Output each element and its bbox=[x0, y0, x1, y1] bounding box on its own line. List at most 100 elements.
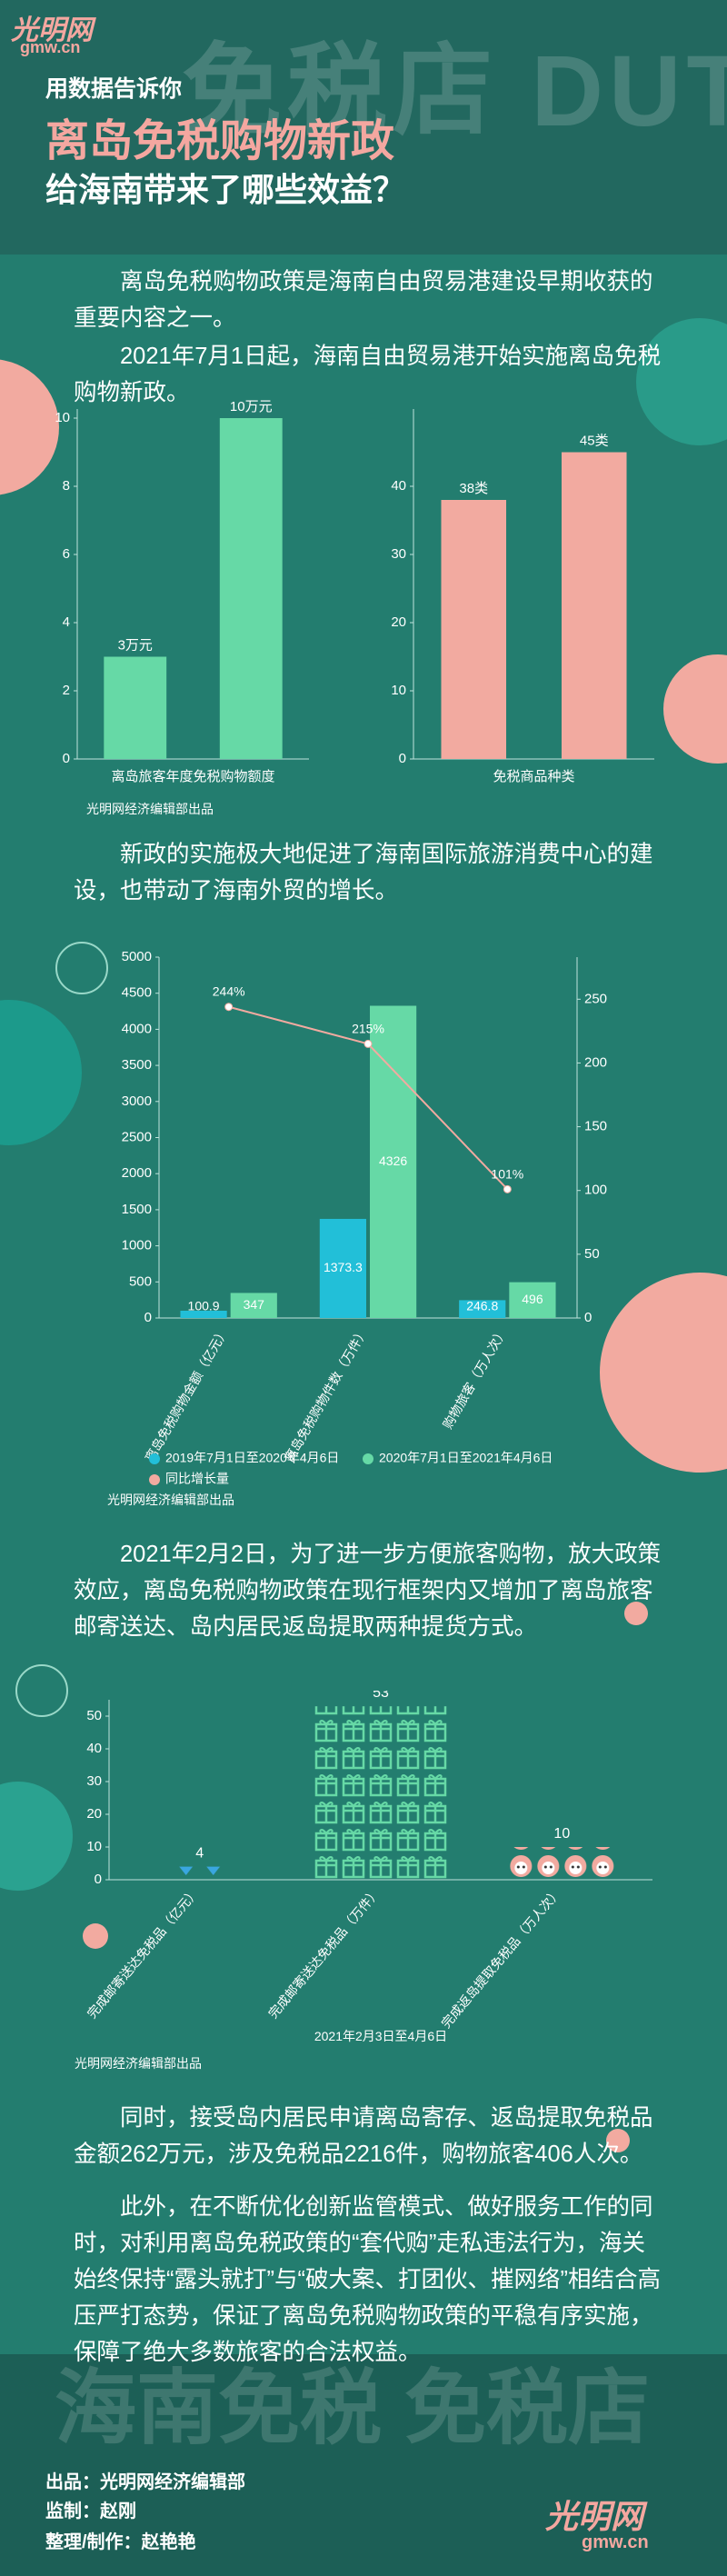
credit: 整理/制作：赵艳艳 bbox=[45, 2532, 196, 2552]
footer-bg-text: 海南免税 免税店 bbox=[55, 2363, 651, 2454]
bar bbox=[561, 452, 627, 759]
value-label: 4 bbox=[195, 1846, 204, 1862]
y-tick-label: 250 bbox=[584, 991, 607, 1006]
y-tick-label: 5000 bbox=[122, 949, 152, 964]
line-point bbox=[224, 1003, 234, 1012]
source: 光明网经济编辑部出品 bbox=[86, 802, 214, 816]
value-label: 244% bbox=[213, 984, 245, 999]
x-tick-label: 离岛免税购物件数（万件） bbox=[282, 1325, 371, 1464]
footer-logo: 光明网 bbox=[545, 2498, 644, 2535]
legend-label: 2020年7月1日至2021年4月6日 bbox=[379, 1451, 553, 1465]
y-tick-label: 0 bbox=[399, 751, 406, 766]
y-tick-label: 0 bbox=[144, 1310, 152, 1325]
y-tick-label: 0 bbox=[95, 1872, 102, 1887]
x-tick-label: 购物旅客（万人次） bbox=[440, 1325, 510, 1432]
bar bbox=[219, 418, 283, 759]
chart-growth: 0500100015002000250030003500400045005000… bbox=[122, 949, 607, 1486]
bar bbox=[509, 1282, 556, 1318]
y-tick-label: 150 bbox=[584, 1119, 607, 1134]
y-tick-label: 20 bbox=[391, 614, 406, 630]
y-tick-label: 2000 bbox=[122, 1165, 152, 1181]
bar bbox=[319, 1218, 366, 1318]
y-tick-label: 10 bbox=[391, 683, 406, 698]
y-tick-label: 200 bbox=[584, 1054, 607, 1070]
y-tick-label: 50 bbox=[86, 1708, 102, 1723]
pictograph-bar bbox=[172, 1866, 227, 1880]
paragraph: 此外，在不断优化创新监管模式、做好服务工作的同时，对利用离岛免税政策的“套代购”… bbox=[74, 2194, 661, 2365]
logo-domain: gmw.cn bbox=[20, 38, 81, 56]
legend-marker bbox=[149, 1453, 160, 1464]
value-label: 246.8 bbox=[466, 1299, 498, 1313]
paragraph: 离岛免税购物政策是海南自由贸易港建设早期收获的重要内容之一。 bbox=[74, 269, 653, 331]
value-label: 4326 bbox=[379, 1153, 407, 1168]
chart-delivery: 0 10 20 30 40 50 4 完成邮寄送达免税品（亿元） 53 完成邮寄送达免税品（万件）… bbox=[85, 1691, 652, 2043]
source: 光明网经济编辑部出品 bbox=[75, 2056, 202, 2071]
y-tick-label: 10 bbox=[86, 1839, 102, 1854]
credit: 监制：赵刚 bbox=[45, 2501, 136, 2521]
legend-label: 2019年7月1日至2020年4月6日 bbox=[165, 1451, 339, 1465]
value-label: 496 bbox=[522, 1292, 543, 1306]
y-tick-label: 6 bbox=[63, 546, 70, 562]
y-tick-label: 4500 bbox=[122, 985, 152, 1001]
bar bbox=[180, 1310, 227, 1318]
y-tick-label: 4 bbox=[63, 614, 70, 630]
bar bbox=[441, 500, 507, 759]
y-tick-label: 100 bbox=[584, 1183, 607, 1198]
title: 离岛免税购物新政 bbox=[45, 117, 395, 165]
y-tick-label: 3500 bbox=[122, 1057, 152, 1073]
value-label: 347 bbox=[244, 1297, 265, 1312]
y-tick-label: 4000 bbox=[122, 1021, 152, 1036]
legend-label: 同比增长量 bbox=[165, 1472, 229, 1486]
y-tick-label: 0 bbox=[63, 751, 70, 766]
x-axis-label: 免税商品种类 bbox=[493, 769, 574, 784]
y-tick-label: 50 bbox=[584, 1246, 600, 1262]
bar bbox=[104, 656, 167, 759]
value-label: 10 bbox=[553, 1826, 570, 1842]
source: 光明网经济编辑部出品 bbox=[107, 1493, 234, 1507]
paragraph: 新政的实施极大地促进了海南国际旅游消费中心的建设，也带动了海南外贸的增长。 bbox=[74, 842, 653, 904]
y-tick-label: 40 bbox=[86, 1741, 102, 1756]
x-axis-label: 离岛旅客年度免税购物额度 bbox=[111, 769, 274, 784]
value-label: 215% bbox=[352, 1021, 384, 1035]
value-label: 38类 bbox=[459, 481, 488, 496]
y-tick-label: 1500 bbox=[122, 1202, 152, 1217]
y-tick-label: 10 bbox=[55, 410, 70, 425]
bar bbox=[230, 1293, 277, 1318]
logo: 光明网 bbox=[11, 15, 93, 45]
x-tick-label: 完成邮寄送达免税品（亿元） bbox=[85, 1885, 202, 2022]
y-tick-label: 2500 bbox=[122, 1129, 152, 1144]
x-tick-label: 完成返岛提取免税品（万人次） bbox=[438, 1885, 563, 2031]
y-tick-label: 3000 bbox=[122, 1093, 152, 1109]
value-label: 101% bbox=[491, 1166, 523, 1181]
value-label: 45类 bbox=[580, 434, 609, 449]
credit: 出品：光明网经济编辑部 bbox=[45, 2472, 245, 2492]
value-label: 53 bbox=[373, 1691, 389, 1701]
x-tick-label: 完成邮寄送达免税品（万件） bbox=[265, 1885, 383, 2022]
bar bbox=[459, 1300, 506, 1318]
y-tick-label: 40 bbox=[391, 478, 406, 494]
legend-marker bbox=[149, 1474, 160, 1485]
value-label: 100.9 bbox=[188, 1299, 220, 1313]
footer-logo-domain: gmw.cn bbox=[582, 2532, 649, 2552]
y-tick-label: 500 bbox=[129, 1273, 152, 1289]
line-point bbox=[364, 1039, 373, 1048]
header-bg-text: 免税店 DUTY FREE bbox=[182, 35, 727, 147]
y-tick-label: 1000 bbox=[122, 1238, 152, 1253]
bar bbox=[370, 1005, 417, 1318]
y-tick-label: 30 bbox=[86, 1773, 102, 1789]
pictograph-bar bbox=[507, 1847, 617, 1880]
y-tick-label: 8 bbox=[63, 478, 70, 494]
pictograph-bar bbox=[313, 1706, 449, 1880]
legend-marker bbox=[363, 1453, 373, 1464]
value-label: 10万元 bbox=[230, 400, 273, 414]
y-tick-label: 20 bbox=[86, 1806, 102, 1822]
paragraph: 2021年2月2日，为了进一步方便旅客购物，放大政策效应，离岛免税购物政策在现行… bbox=[74, 1542, 662, 1640]
paragraph: 同时，接受岛内居民申请离岛寄存、返岛提取免税品金额262万元，涉及免税品2216… bbox=[74, 2105, 653, 2167]
y-tick-label: 0 bbox=[584, 1310, 592, 1325]
y-tick-label: 30 bbox=[391, 546, 406, 562]
subtitle: 给海南带来了哪些效益？ bbox=[45, 171, 406, 208]
